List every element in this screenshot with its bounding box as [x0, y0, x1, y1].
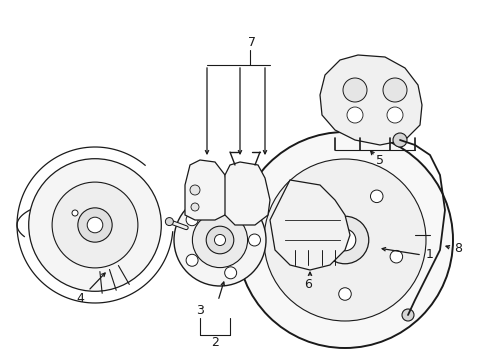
Polygon shape: [319, 55, 421, 145]
Circle shape: [338, 288, 350, 300]
Circle shape: [191, 203, 199, 211]
Circle shape: [401, 309, 413, 321]
Circle shape: [237, 132, 452, 348]
Circle shape: [29, 159, 161, 291]
Text: 6: 6: [304, 279, 311, 292]
Circle shape: [264, 159, 425, 321]
Circle shape: [87, 217, 102, 233]
Circle shape: [165, 217, 173, 226]
Circle shape: [370, 190, 382, 203]
Circle shape: [72, 210, 78, 216]
Text: 8: 8: [453, 242, 461, 255]
Circle shape: [224, 267, 236, 279]
Circle shape: [306, 190, 319, 203]
Circle shape: [248, 234, 260, 246]
Circle shape: [186, 254, 198, 266]
Polygon shape: [184, 160, 229, 220]
Circle shape: [174, 194, 265, 286]
Circle shape: [224, 201, 236, 213]
Circle shape: [206, 226, 233, 254]
Circle shape: [342, 78, 366, 102]
Circle shape: [52, 182, 138, 268]
Circle shape: [321, 216, 368, 264]
Circle shape: [192, 212, 247, 267]
Circle shape: [214, 234, 225, 246]
Text: 1: 1: [425, 248, 433, 261]
Circle shape: [287, 251, 299, 263]
Circle shape: [382, 78, 406, 102]
Text: 7: 7: [247, 36, 256, 49]
Text: 5: 5: [375, 153, 383, 166]
Circle shape: [190, 185, 200, 195]
Circle shape: [386, 107, 402, 123]
Polygon shape: [269, 180, 349, 270]
Text: 4: 4: [76, 292, 84, 305]
Circle shape: [392, 133, 406, 147]
Circle shape: [78, 208, 112, 242]
Circle shape: [333, 229, 355, 251]
Polygon shape: [224, 162, 269, 225]
Circle shape: [216, 182, 224, 190]
Circle shape: [389, 251, 402, 263]
Circle shape: [186, 214, 198, 226]
Circle shape: [346, 107, 362, 123]
Text: 2: 2: [211, 337, 219, 350]
Text: 3: 3: [196, 303, 203, 316]
